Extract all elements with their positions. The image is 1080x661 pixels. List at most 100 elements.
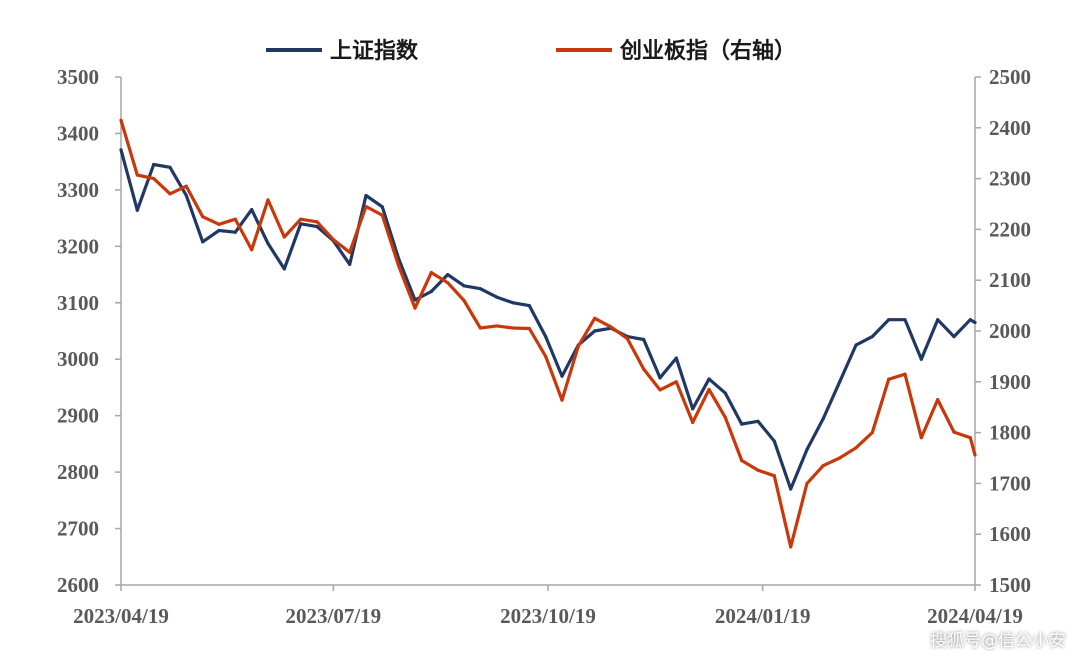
data-point-sse bbox=[707, 377, 711, 381]
data-point-sse bbox=[217, 228, 221, 233]
data-point-chinext bbox=[544, 354, 548, 358]
data-point-chinext bbox=[201, 215, 205, 219]
data-point-sse bbox=[903, 318, 907, 322]
data-point-chinext bbox=[854, 446, 858, 450]
data-point-sse bbox=[233, 230, 237, 234]
data-point-sse bbox=[348, 262, 352, 266]
data-point-sse bbox=[119, 148, 123, 152]
x-tick-label: 2024/04/19 bbox=[927, 604, 1023, 628]
left-tick-label: 3200 bbox=[57, 234, 99, 258]
right-tick-label: 2300 bbox=[989, 167, 1031, 191]
data-point-chinext bbox=[446, 281, 450, 285]
right-tick-label: 1800 bbox=[989, 421, 1031, 445]
data-point-chinext bbox=[973, 453, 977, 457]
watermark: 搜狐号@信公小安 bbox=[930, 631, 1066, 651]
data-point-sse bbox=[527, 304, 531, 308]
left-tick-label: 3400 bbox=[57, 121, 99, 145]
data-point-sse bbox=[201, 240, 205, 244]
data-point-sse bbox=[821, 416, 825, 421]
right-tick-label: 2200 bbox=[989, 217, 1031, 241]
data-point-chinext bbox=[870, 431, 874, 435]
data-point-sse bbox=[838, 380, 842, 384]
data-point-sse bbox=[266, 241, 270, 246]
data-point-sse bbox=[952, 335, 956, 339]
left-tick-label: 3000 bbox=[57, 347, 99, 371]
data-point-sse bbox=[887, 318, 891, 322]
data-point-sse bbox=[478, 287, 482, 291]
data-point-sse bbox=[740, 422, 744, 426]
data-point-sse bbox=[299, 222, 303, 226]
data-point-chinext bbox=[348, 250, 352, 254]
data-point-chinext bbox=[609, 325, 613, 329]
data-point-chinext bbox=[250, 248, 254, 252]
data-point-chinext bbox=[282, 235, 286, 239]
right-tick-label: 2400 bbox=[989, 116, 1031, 140]
x-tick-label: 2024/01/19 bbox=[715, 604, 811, 628]
data-point-sse bbox=[723, 391, 727, 395]
left-tick-label: 2900 bbox=[57, 404, 99, 428]
data-point-sse bbox=[184, 193, 188, 198]
legend-label-sse: 上证指数 bbox=[330, 38, 419, 64]
data-point-chinext bbox=[674, 380, 678, 384]
data-point-sse bbox=[973, 320, 977, 325]
data-point-sse bbox=[446, 272, 450, 277]
data-point-chinext bbox=[887, 377, 891, 381]
data-point-chinext bbox=[821, 464, 825, 468]
data-point-chinext bbox=[968, 436, 972, 440]
data-point-sse bbox=[936, 318, 940, 322]
data-point-chinext bbox=[429, 270, 433, 275]
data-point-chinext bbox=[723, 415, 727, 419]
data-point-chinext bbox=[789, 545, 793, 549]
data-point-chinext bbox=[462, 298, 466, 303]
right-tick-label: 1600 bbox=[989, 522, 1031, 546]
data-point-sse bbox=[968, 318, 972, 322]
data-point-chinext bbox=[413, 306, 417, 310]
left-tick-label: 2700 bbox=[57, 517, 99, 541]
data-point-sse bbox=[642, 337, 646, 342]
data-point-chinext bbox=[380, 213, 384, 217]
data-point-sse bbox=[282, 267, 286, 271]
data-point-chinext bbox=[135, 173, 139, 177]
data-point-chinext bbox=[838, 456, 842, 460]
left-tick-label: 2600 bbox=[57, 573, 99, 597]
data-point-sse bbox=[658, 376, 662, 380]
data-point-chinext bbox=[299, 217, 303, 221]
data-point-chinext bbox=[397, 264, 401, 268]
data-point-chinext bbox=[233, 217, 237, 221]
data-point-chinext bbox=[772, 474, 776, 478]
axes: 2600 2700 2800 2900 3000 3100 3200 3300 3400 3500… bbox=[57, 65, 1031, 628]
data-point-sse bbox=[135, 208, 139, 212]
data-point-sse bbox=[364, 193, 368, 198]
data-point-chinext bbox=[364, 204, 368, 209]
legend-label-chinext: 创业板指（右轴） bbox=[619, 38, 796, 64]
data-point-sse bbox=[674, 356, 678, 360]
right-tick-label: 2500 bbox=[989, 65, 1031, 89]
data-point-chinext bbox=[331, 237, 335, 242]
data-point-chinext bbox=[919, 436, 923, 440]
data-point-sse bbox=[495, 295, 499, 299]
data-point-chinext bbox=[756, 468, 760, 472]
data-point-sse bbox=[919, 357, 923, 361]
data-point-chinext bbox=[527, 326, 531, 331]
data-point-sse bbox=[511, 301, 515, 305]
data-point-chinext bbox=[593, 316, 597, 320]
data-point-sse bbox=[560, 374, 564, 378]
data-point-chinext bbox=[707, 387, 711, 392]
data-point-chinext bbox=[642, 367, 646, 371]
data-point-chinext bbox=[168, 192, 172, 196]
left-tick-label: 3100 bbox=[57, 291, 99, 315]
data-point-chinext bbox=[805, 481, 809, 485]
data-point-sse bbox=[168, 165, 172, 169]
series-lines bbox=[119, 118, 977, 549]
right-tick-label: 1500 bbox=[989, 573, 1031, 597]
data-point-chinext bbox=[576, 344, 580, 348]
data-point-sse bbox=[789, 487, 793, 491]
data-point-chinext bbox=[119, 118, 123, 122]
data-point-sse bbox=[593, 329, 597, 333]
data-point-chinext bbox=[936, 397, 940, 402]
data-point-chinext bbox=[691, 420, 695, 425]
data-point-chinext bbox=[266, 198, 270, 202]
data-point-chinext bbox=[152, 177, 156, 181]
data-point-chinext bbox=[658, 388, 662, 392]
data-point-sse bbox=[691, 407, 695, 411]
